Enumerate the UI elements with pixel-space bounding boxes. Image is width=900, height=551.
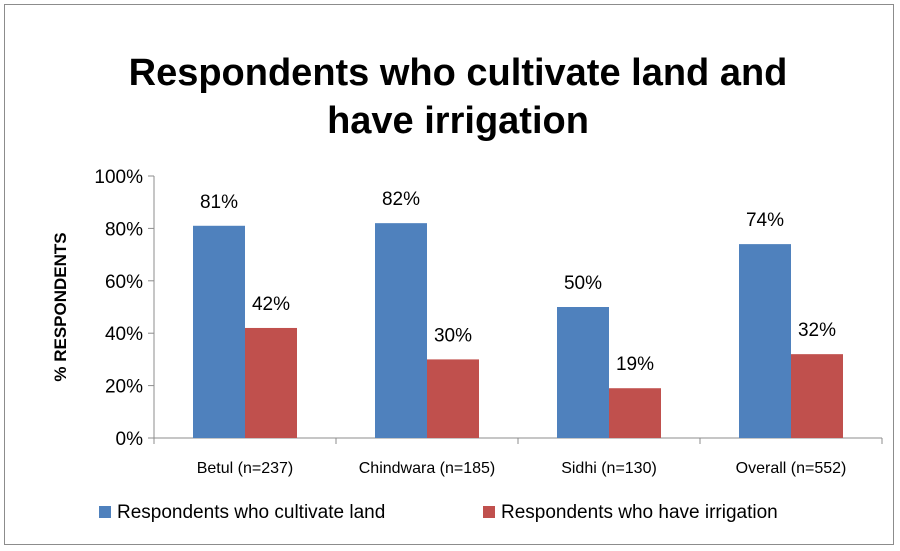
x-axis: Betul (n=237) Chindwara (n=185) Sidhi (n=1… xyxy=(153,437,883,477)
data-label: 50% xyxy=(564,273,602,294)
bar-series-2 xyxy=(609,388,661,438)
data-label: 81% xyxy=(200,192,238,213)
x-category-label: Overall (n=552) xyxy=(736,460,847,477)
bar-series-2 xyxy=(791,354,843,438)
legend-swatch-2 xyxy=(483,506,495,518)
data-label: 30% xyxy=(434,325,472,346)
legend-label-1: Respondents who cultivate land xyxy=(117,502,385,523)
legend-swatch-1 xyxy=(99,506,111,518)
x-category-label: Betul (n=237) xyxy=(197,460,294,477)
bar-series-1 xyxy=(193,225,245,438)
bar-series-2 xyxy=(245,327,297,438)
bars-group xyxy=(193,223,843,438)
data-label: 42% xyxy=(252,294,290,315)
data-label: 74% xyxy=(746,210,784,231)
data-label: 82% xyxy=(382,189,420,210)
bar-series-1 xyxy=(557,307,609,438)
data-label: 32% xyxy=(798,320,836,341)
y-tick-label: 20% xyxy=(105,377,143,398)
chart-title-line-2: have irrigation xyxy=(327,100,589,142)
bar-series-1 xyxy=(375,223,427,438)
chart-title-line-1: Respondents who cultivate land and xyxy=(129,52,788,94)
y-tick-label: 0% xyxy=(116,429,144,450)
x-category-label: Chindwara (n=185) xyxy=(359,460,496,477)
y-tick-label: 80% xyxy=(105,219,143,240)
bar-series-1 xyxy=(739,244,791,438)
data-labels-group: 81% 82% 50% 74% 42% 30% 19% 32% xyxy=(200,189,836,375)
y-axis: 0% 20% 40% 60% 80% 100% xyxy=(94,167,155,450)
legend-label-2: Respondents who have irrigation xyxy=(501,502,778,523)
legend: Respondents who cultivate land Respondent… xyxy=(99,502,778,523)
bar-series-2 xyxy=(427,359,479,438)
y-tick-label: 40% xyxy=(105,324,143,345)
y-tick-label: 100% xyxy=(94,167,143,188)
data-label: 19% xyxy=(616,354,654,375)
y-tick-label: 60% xyxy=(105,272,143,293)
x-category-label: Sidhi (n=130) xyxy=(561,460,657,477)
y-axis-label: % RESPONDENTS xyxy=(51,232,70,381)
